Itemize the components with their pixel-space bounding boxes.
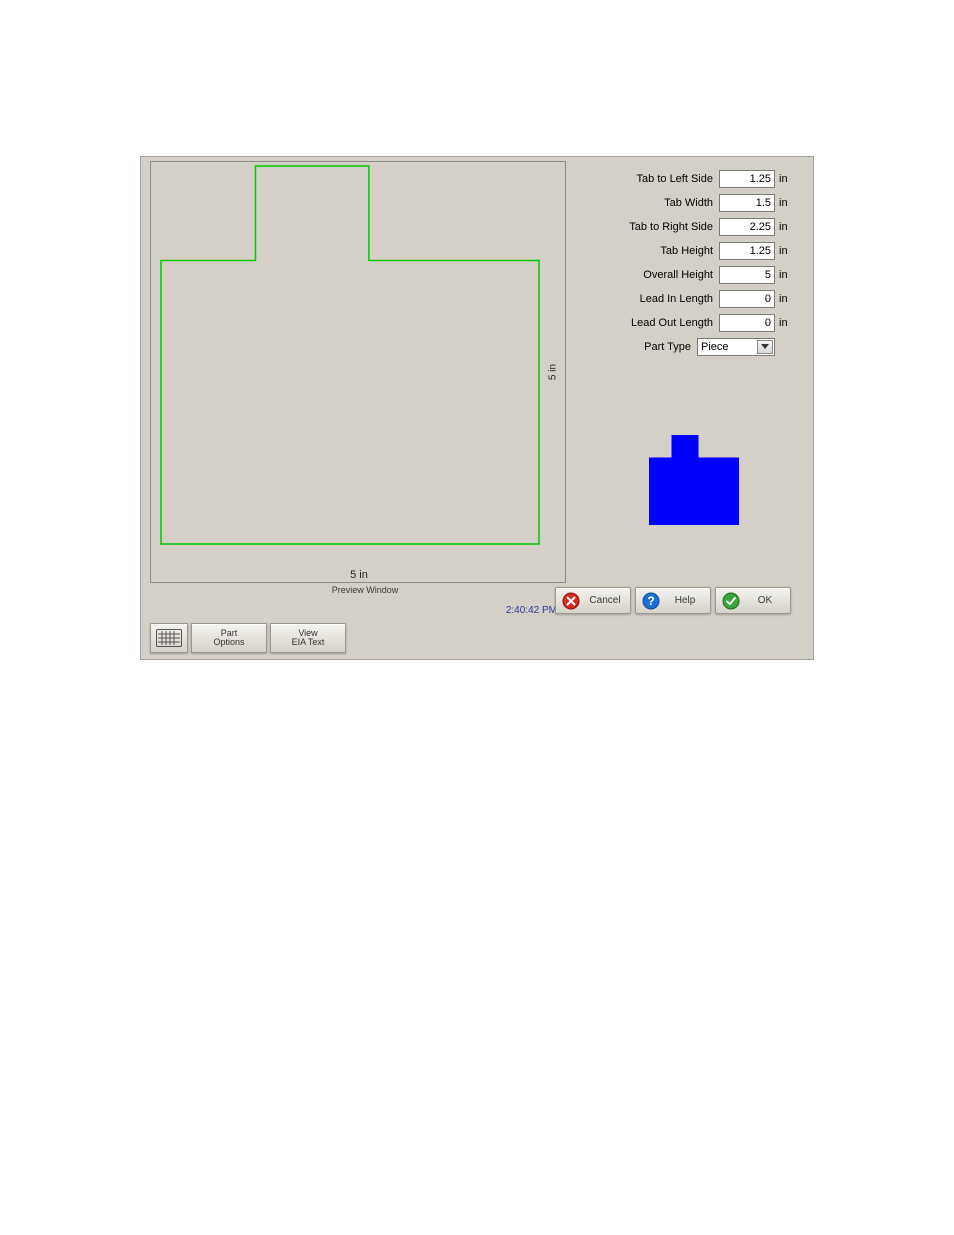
param-input[interactable] [719,170,775,188]
help-button[interactable]: ? Help [635,587,711,614]
part-type-value: Piece [701,341,729,353]
help-label: Help [666,595,704,606]
param-input[interactable] [719,266,775,284]
part-type-select[interactable]: Piece [697,338,775,356]
chevron-down-icon [761,344,769,350]
param-row: Lead Out Length in [573,311,793,335]
param-unit: in [775,317,793,329]
param-label: Tab Height [573,245,719,257]
svg-text:?: ? [647,594,654,608]
param-row: Overall Height in [573,263,793,287]
keyboard-button[interactable] [150,623,188,653]
param-label: Lead Out Length [573,317,719,329]
param-row: Tab Width in [573,191,793,215]
keyboard-icon [156,629,182,647]
param-label: Lead In Length [573,293,719,305]
dimension-bottom: 5 in [151,569,567,581]
param-input[interactable] [719,242,775,260]
view-eia-button[interactable]: View EIA Text [270,623,346,653]
param-unit: in [775,293,793,305]
param-label: Tab to Right Side [573,221,719,233]
cancel-icon [562,592,580,610]
param-input[interactable] [719,194,775,212]
param-row-part-type: Part Type Piece [573,335,793,359]
ok-label: OK [746,595,784,606]
param-row: Tab to Right Side in [573,215,793,239]
param-input[interactable] [719,218,775,236]
preview-pane: 5 in 5 in [150,161,566,583]
param-input[interactable] [719,314,775,332]
view-eia-l2: EIA Text [292,638,325,647]
cancel-label: Cancel [586,595,624,606]
dimension-right: 5 in [547,364,558,380]
parameters-panel: Tab to Left SideinTab WidthinTab to Righ… [573,167,793,359]
dropdown-button[interactable] [757,340,773,354]
param-row: Tab Height in [573,239,793,263]
cancel-button[interactable]: Cancel [555,587,631,614]
action-bar: Cancel ? Help OK [555,587,791,614]
param-unit: in [775,245,793,257]
param-label: Tab to Left Side [573,173,719,185]
clock-label: 2:40:42 PM [506,605,557,616]
param-label: Part Type [573,341,697,353]
param-input[interactable] [719,290,775,308]
part-outline [151,162,567,584]
ok-icon [722,592,740,610]
preview-label: Preview Window [150,585,580,595]
param-unit: in [775,269,793,281]
part-options-l2: Options [213,638,244,647]
ok-button[interactable]: OK [715,587,791,614]
param-label: Overall Height [573,269,719,281]
bottom-toolbar: Part Options View EIA Text [150,623,346,653]
param-unit: in [775,197,793,209]
part-options-button[interactable]: Part Options [191,623,267,653]
part-thumbnail [649,435,739,525]
param-unit: in [775,173,793,185]
param-row: Lead In Length in [573,287,793,311]
param-unit: in [775,221,793,233]
param-label: Tab Width [573,197,719,209]
app-window: 5 in 5 in Preview Window Tab to Left Sid… [140,156,814,660]
help-icon: ? [642,592,660,610]
param-row: Tab to Left Side in [573,167,793,191]
